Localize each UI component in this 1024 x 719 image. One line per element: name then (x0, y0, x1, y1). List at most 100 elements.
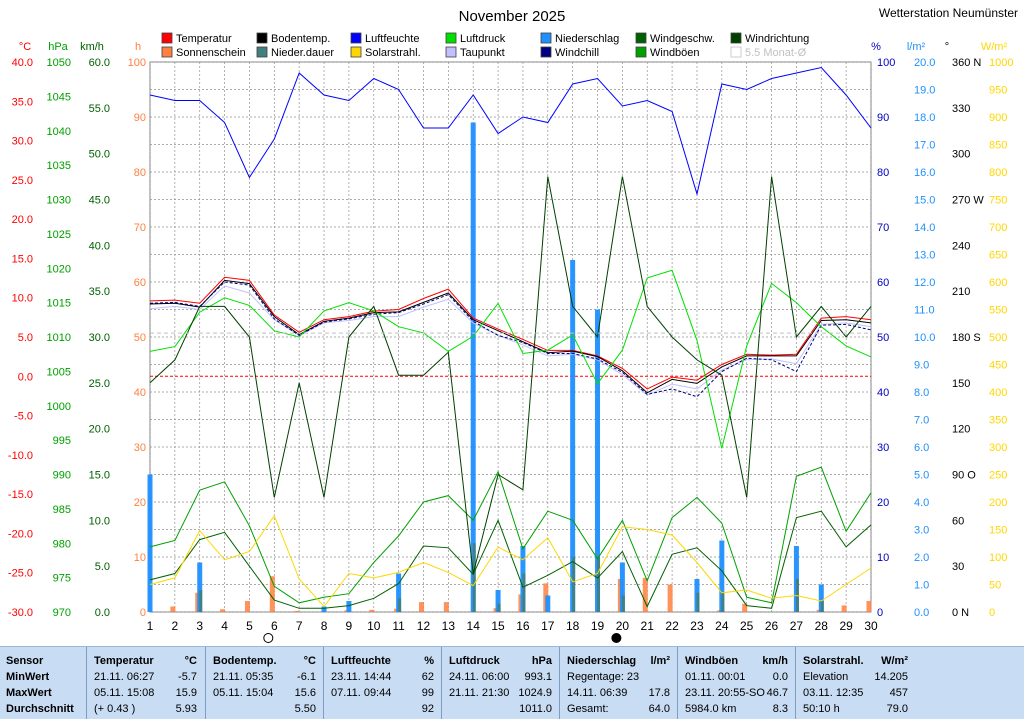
bar-niederdauer (721, 592, 725, 612)
x-tick-label: 27 (790, 619, 804, 633)
rain-axis-tick: 0.0 (914, 607, 929, 619)
humidity-axis-tick: 0 (877, 607, 883, 619)
temp-axis-tick: 10.0 (12, 293, 33, 305)
table-column: Solarstrahl. W/m² Elevation 14.205 03.11. 12… (795, 647, 916, 719)
legend-swatch (161, 32, 173, 44)
solar-axis-tick: 750 (989, 195, 1007, 207)
x-tick-label: 30 (864, 619, 878, 633)
cell-label: Elevation (803, 671, 849, 683)
direction-unit: ° (945, 41, 949, 53)
legend-swatch (445, 32, 457, 44)
sun-axis-tick: 70 (134, 222, 146, 234)
sun-axis-tick: 10 (134, 552, 146, 564)
column-title: Windböen (685, 655, 739, 667)
axes-layer: 40.035.030.025.020.015.010.05.00.0-5.0-1… (8, 41, 1013, 643)
cell-label: 5984.0 km (685, 703, 737, 715)
x-tick-label: 22 (665, 619, 679, 633)
solar-axis-tick: 150 (989, 525, 1007, 537)
solar-axis-tick: 250 (989, 470, 1007, 482)
pressure-axis-tick: 1000 (47, 401, 71, 413)
wind-axis-tick: 15.0 (89, 470, 110, 482)
rain-axis-tick: 13.0 (914, 250, 935, 262)
cell-label: 24.11. 06:00 (449, 671, 510, 683)
bar-sonnenschein (866, 601, 872, 612)
rain-axis-tick: 20.0 (914, 57, 935, 69)
pressure-axis-tick: 1005 (47, 366, 71, 378)
rain-axis-tick: 4.0 (914, 497, 929, 509)
direction-axis-tick: 90 O (952, 470, 976, 482)
column-unit: l/m² (650, 655, 670, 667)
cell-label: 21.11. 21:30 (449, 687, 510, 699)
stats-table: Sensor MinWert MaxWert Durchschnitt Temperat… (0, 646, 1024, 719)
cell-value: 62 (421, 671, 434, 683)
solar-axis-tick: 500 (989, 332, 1007, 344)
solar-axis-tick: 650 (989, 250, 1007, 262)
bar-sonnenschein (667, 584, 673, 612)
solar-axis-tick: 900 (989, 112, 1007, 124)
direction-axis-tick: 180 S (952, 332, 981, 344)
legend-label: Temperatur (176, 33, 232, 45)
station-name: Wetterstation Neumünster (879, 6, 1018, 20)
rain-axis-tick: 8.0 (914, 387, 929, 399)
sun-axis-tick: 90 (134, 112, 146, 124)
direction-axis-tick: 300 (952, 149, 970, 161)
solar-axis-tick: 450 (989, 360, 1007, 372)
wind-axis-tick: 40.0 (89, 240, 110, 252)
pressure-axis-tick: 1010 (47, 332, 71, 344)
bar-niederschlag (147, 474, 153, 612)
cell-value: 1024.9 (518, 687, 552, 699)
rain-axis-tick: 6.0 (914, 442, 929, 454)
column-unit: % (424, 655, 434, 667)
cell-value: 64.0 (648, 703, 670, 715)
cell-value: 1011.0 (519, 703, 552, 715)
cell-label: 05.11. 15:08 (94, 687, 155, 699)
legend-swatch (730, 46, 742, 58)
sun-axis-tick: 0 (140, 607, 146, 619)
rain-axis-tick: 1.0 (914, 580, 929, 592)
pressure-axis-tick: 1025 (47, 229, 71, 241)
pressure-axis-tick: 980 (53, 538, 71, 550)
solar-axis-tick: 1000 (989, 57, 1013, 69)
x-tick-label: 8 (321, 619, 328, 633)
bar-sonnenschein (220, 609, 226, 612)
bar-layer (147, 122, 872, 612)
sun-axis-tick: 30 (134, 442, 146, 454)
bar-niederdauer (621, 595, 625, 612)
legend-swatch (445, 46, 457, 58)
row-label: MinWert (6, 671, 50, 683)
bar-sonnenschein (170, 606, 176, 612)
direction-axis-tick: 360 N (952, 57, 981, 69)
bar-niederdauer (497, 603, 501, 612)
bar-sonnenschein (294, 610, 300, 612)
table-column: Temperatur °C 21.11. 06:27 -5.7 05.11. 15:08… (86, 647, 205, 719)
temp-axis-tick: -20.0 (8, 528, 33, 540)
pressure-axis-tick: 1040 (47, 126, 71, 138)
pressure-axis-tick: 1020 (47, 263, 71, 275)
solar-axis-tick: 300 (989, 442, 1007, 454)
cell-value: 92 (421, 703, 434, 715)
cell-label: 14.11. 06:39 (567, 687, 628, 699)
x-tick-label: 15 (491, 619, 505, 633)
solar-axis-tick: 550 (989, 305, 1007, 317)
humidity-unit: % (871, 41, 881, 53)
temp-axis-tick: 30.0 (12, 136, 33, 148)
cell-label: 23.11. 14:44 (331, 671, 392, 683)
direction-axis-tick: 330 (952, 103, 970, 115)
series-taupunkt (149, 285, 872, 396)
legend-label: Windböen (650, 47, 700, 59)
bar-niederdauer (820, 601, 824, 612)
legend-swatch (256, 32, 268, 44)
legend-swatch (350, 32, 362, 44)
cell-label: 50:10 h (803, 703, 840, 715)
table-row-labels: Sensor MinWert MaxWert Durchschnitt (0, 647, 86, 719)
rain-axis-tick: 15.0 (914, 195, 935, 207)
wind-axis-tick: 50.0 (89, 149, 110, 161)
pressure-unit: hPa (48, 41, 68, 53)
x-tick-label: 25 (740, 619, 754, 633)
sun-axis-tick: 40 (134, 387, 146, 399)
table-column: Luftfeuchte% 23.11. 14:44 62 07.11. 09:44 99… (323, 647, 442, 719)
temp-axis-tick: -10.0 (8, 450, 33, 462)
series-luftdruck (149, 269, 872, 449)
solar-axis-tick: 50 (989, 580, 1001, 592)
bar-niederdauer (472, 543, 476, 612)
